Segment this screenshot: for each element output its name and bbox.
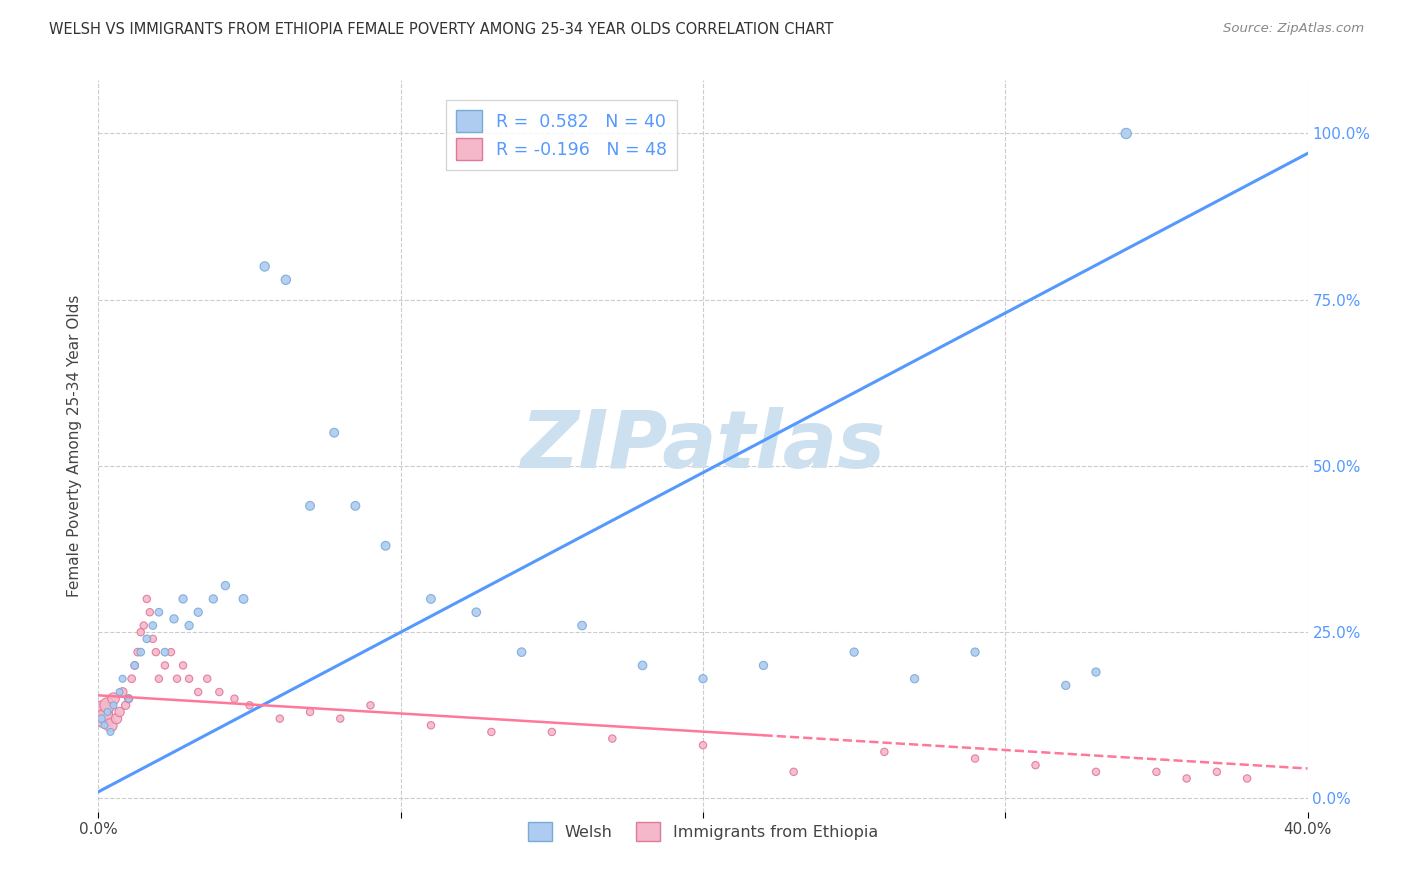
Point bbox=[323, 425, 346, 440]
Point bbox=[124, 658, 146, 673]
Legend: Welsh, Immigrants from Ethiopia: Welsh, Immigrants from Ethiopia bbox=[522, 815, 884, 847]
Point bbox=[118, 691, 141, 706]
Point bbox=[1054, 678, 1077, 692]
Point bbox=[202, 591, 225, 606]
Point bbox=[187, 605, 209, 619]
Point bbox=[111, 685, 134, 699]
Point bbox=[142, 632, 165, 646]
Point bbox=[465, 605, 488, 619]
Point bbox=[100, 718, 122, 732]
Point bbox=[121, 672, 143, 686]
Point bbox=[269, 712, 291, 726]
Point bbox=[111, 672, 134, 686]
Point bbox=[127, 645, 149, 659]
Point bbox=[299, 499, 322, 513]
Point bbox=[103, 691, 125, 706]
Point bbox=[571, 618, 593, 632]
Point bbox=[752, 658, 775, 673]
Point bbox=[153, 645, 176, 659]
Point bbox=[224, 691, 246, 706]
Point bbox=[129, 645, 152, 659]
Point bbox=[1024, 758, 1046, 772]
Point bbox=[783, 764, 806, 779]
Point bbox=[904, 672, 927, 686]
Point bbox=[844, 645, 866, 659]
Point bbox=[114, 698, 136, 713]
Text: ZIPatlas: ZIPatlas bbox=[520, 407, 886, 485]
Point bbox=[481, 725, 503, 739]
Point bbox=[374, 539, 396, 553]
Point bbox=[179, 672, 201, 686]
Point bbox=[253, 260, 276, 274]
Point bbox=[299, 705, 322, 719]
Point bbox=[145, 645, 167, 659]
Point bbox=[1144, 764, 1167, 779]
Point bbox=[420, 591, 443, 606]
Point bbox=[360, 698, 382, 713]
Point bbox=[1085, 764, 1108, 779]
Point bbox=[90, 712, 112, 726]
Point bbox=[96, 698, 118, 713]
Point bbox=[195, 672, 218, 686]
Point bbox=[540, 725, 562, 739]
Point bbox=[274, 273, 297, 287]
Point bbox=[108, 685, 131, 699]
Point bbox=[179, 618, 201, 632]
Point bbox=[172, 658, 194, 673]
Point bbox=[208, 685, 231, 699]
Point bbox=[135, 591, 157, 606]
Point bbox=[100, 725, 122, 739]
Point bbox=[344, 499, 367, 513]
Point bbox=[692, 738, 714, 752]
Point bbox=[1175, 772, 1198, 786]
Point bbox=[1085, 665, 1108, 679]
Point bbox=[108, 705, 131, 719]
Text: Source: ZipAtlas.com: Source: ZipAtlas.com bbox=[1223, 22, 1364, 36]
Point bbox=[93, 718, 115, 732]
Point bbox=[148, 672, 170, 686]
Point bbox=[105, 712, 128, 726]
Point bbox=[602, 731, 624, 746]
Point bbox=[172, 591, 194, 606]
Point bbox=[90, 705, 112, 719]
Point bbox=[1236, 772, 1258, 786]
Point bbox=[103, 698, 125, 713]
Point bbox=[631, 658, 654, 673]
Point bbox=[166, 672, 188, 686]
Point bbox=[1115, 127, 1137, 141]
Point bbox=[692, 672, 714, 686]
Point bbox=[965, 751, 987, 765]
Point bbox=[135, 632, 157, 646]
Point bbox=[118, 691, 141, 706]
Point bbox=[239, 698, 262, 713]
Point bbox=[232, 591, 254, 606]
Point bbox=[510, 645, 533, 659]
Point bbox=[153, 658, 176, 673]
Y-axis label: Female Poverty Among 25-34 Year Olds: Female Poverty Among 25-34 Year Olds bbox=[67, 295, 83, 597]
Point bbox=[873, 745, 896, 759]
Point bbox=[93, 712, 115, 726]
Point bbox=[142, 618, 165, 632]
Point bbox=[187, 685, 209, 699]
Point bbox=[214, 579, 236, 593]
Point bbox=[96, 705, 118, 719]
Point bbox=[420, 718, 443, 732]
Text: WELSH VS IMMIGRANTS FROM ETHIOPIA FEMALE POVERTY AMONG 25-34 YEAR OLDS CORRELATI: WELSH VS IMMIGRANTS FROM ETHIOPIA FEMALE… bbox=[49, 22, 834, 37]
Point bbox=[148, 605, 170, 619]
Point bbox=[129, 625, 152, 640]
Point bbox=[329, 712, 352, 726]
Point bbox=[160, 645, 183, 659]
Point bbox=[132, 618, 155, 632]
Point bbox=[124, 658, 146, 673]
Point bbox=[1206, 764, 1229, 779]
Point bbox=[965, 645, 987, 659]
Point bbox=[139, 605, 162, 619]
Point bbox=[163, 612, 186, 626]
